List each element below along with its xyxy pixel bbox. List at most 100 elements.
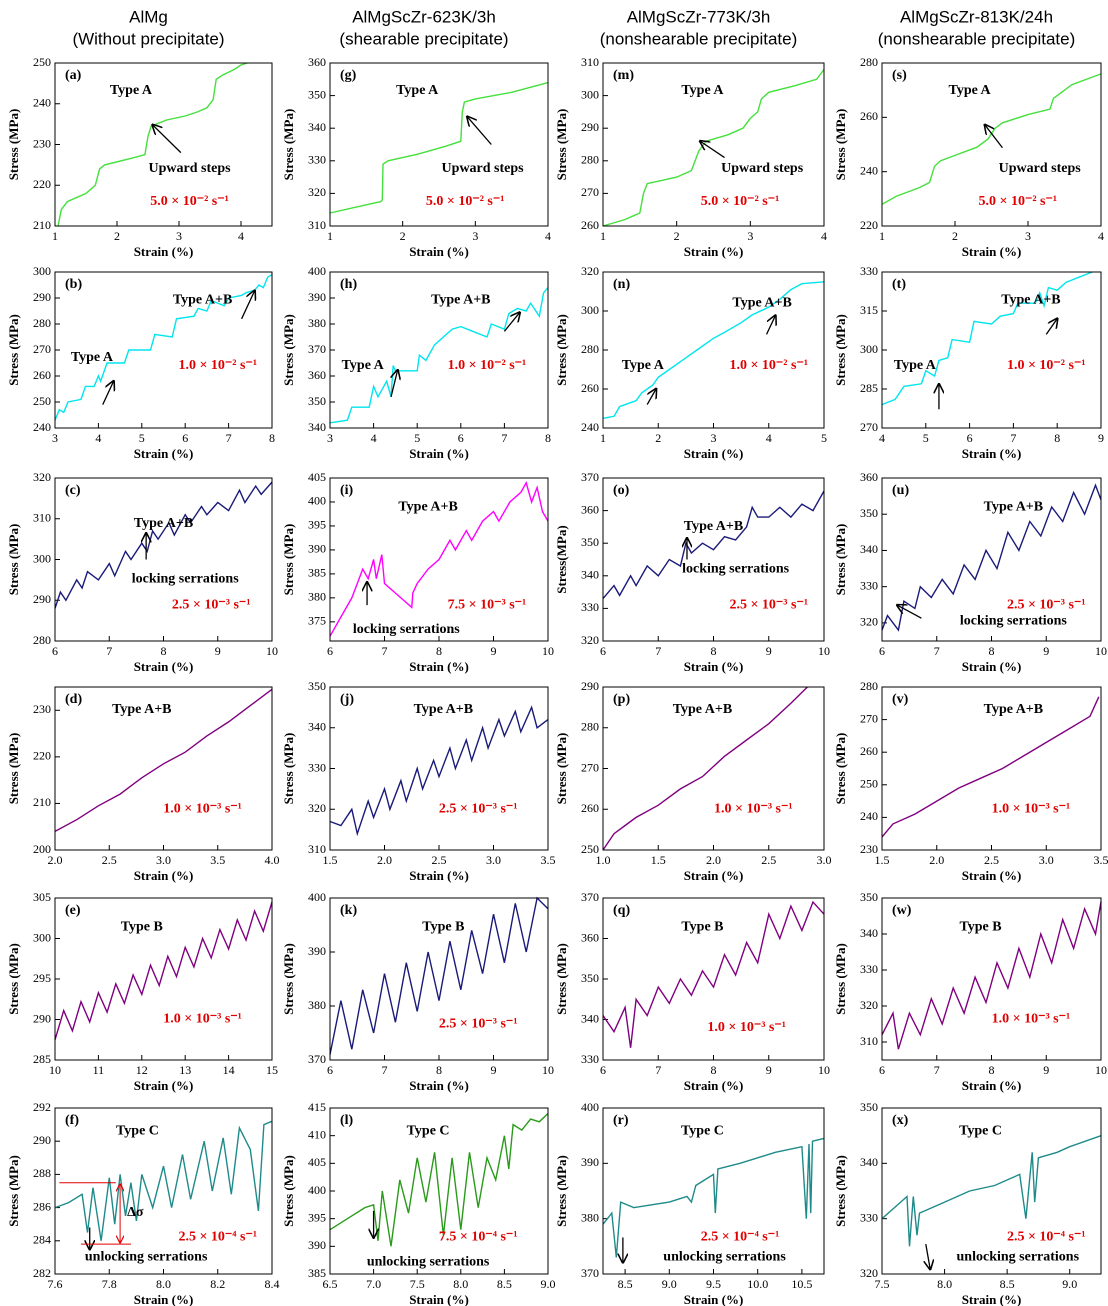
panel-label: (c) <box>65 483 81 498</box>
arrow <box>700 141 725 159</box>
y-tick-label: 370 <box>308 342 326 356</box>
x-axis-label: Strain (%) <box>684 1292 744 1306</box>
annotation: Upward steps <box>999 161 1082 176</box>
plot-frame <box>54 686 273 851</box>
x-axis-label: Strain (%) <box>684 868 744 883</box>
y-tick-label: 350 <box>581 971 599 985</box>
panel-label: (p) <box>613 692 630 707</box>
y-tick-label: 390 <box>581 1155 599 1169</box>
y-tick-label: 320 <box>860 1266 878 1280</box>
column-title: (nonshearable precipitate) <box>878 29 1076 48</box>
y-tick-label: 210 <box>33 795 51 809</box>
annotation: Type C <box>407 1123 450 1138</box>
y-tick-label: 340 <box>308 120 326 134</box>
y-axis-label: Stress (MPa) <box>6 314 21 386</box>
strain-rate: 5.0 × 10⁻² s⁻¹ <box>978 194 1057 209</box>
x-tick-label: 3 <box>52 431 58 445</box>
x-tick-label: 6 <box>600 1063 606 1077</box>
y-tick-label: 300 <box>581 303 599 317</box>
y-tick-label: 240 <box>860 809 878 823</box>
arrow <box>391 370 398 397</box>
x-axis-label: Strain (%) <box>409 244 469 259</box>
y-tick-label: 400 <box>581 1100 599 1114</box>
x-tick-label: 3 <box>1025 229 1031 243</box>
x-axis-label: Strain (%) <box>684 446 744 461</box>
y-tick-label: 320 <box>581 264 599 278</box>
x-tick-label: 4.0 <box>265 853 280 867</box>
annotation: Type A+B <box>414 702 473 717</box>
y-tick-label: 340 <box>581 568 599 582</box>
x-tick-label: 6.5 <box>323 1277 338 1291</box>
x-tick-label: 8 <box>161 644 167 658</box>
x-axis-label: Strain (%) <box>409 1292 469 1306</box>
x-tick-label: 7 <box>934 1063 940 1077</box>
x-tick-label: 7 <box>226 431 232 445</box>
annotation: Type A+B <box>134 516 193 531</box>
x-tick-label: 7 <box>501 431 507 445</box>
data-line <box>54 688 273 833</box>
x-tick-label: 9 <box>766 644 772 658</box>
y-axis-label: Stress (MPa) <box>281 109 296 181</box>
x-axis-label: Strain (%) <box>962 868 1022 883</box>
plot-frame <box>329 477 549 642</box>
x-tick-label: 7 <box>382 644 388 658</box>
strain-rate: 2.5 × 10⁻⁴ s⁻¹ <box>178 1230 257 1245</box>
x-tick-label: 3 <box>176 229 182 243</box>
x-tick-label: 4 <box>821 229 827 243</box>
x-tick-label: 8.0 <box>937 1277 952 1291</box>
panel-label: (b) <box>65 277 82 292</box>
y-tick-label: 380 <box>308 998 326 1012</box>
data-line <box>54 1120 273 1241</box>
annotation: Type A <box>342 358 385 373</box>
data-line <box>329 81 549 214</box>
y-tick-label: 288 <box>33 1166 51 1180</box>
y-tick-label: 380 <box>581 1210 599 1224</box>
column-title: (nonshearable precipitate) <box>600 29 798 48</box>
arrow <box>102 381 114 405</box>
y-tick-label: 385 <box>308 566 326 580</box>
y-tick-label: 250 <box>860 777 878 791</box>
x-tick-label: 9 <box>1043 644 1049 658</box>
y-tick-label: 310 <box>860 1034 878 1048</box>
annotation: locking serrations <box>132 571 239 586</box>
data-line <box>881 1135 1102 1247</box>
y-tick-label: 380 <box>308 590 326 604</box>
data-line <box>329 705 549 837</box>
column-title: AlMgScZr-813K/24h <box>900 7 1053 26</box>
annotation: Upward steps <box>721 161 804 176</box>
x-tick-label: 10 <box>818 1063 830 1077</box>
x-axis-label: Strain (%) <box>684 244 744 259</box>
strain-rate: 7.5 × 10⁻³ s⁻¹ <box>448 597 527 612</box>
annotation: Type A <box>894 358 937 373</box>
x-tick-label: 8.5 <box>497 1277 512 1291</box>
arrow <box>153 125 182 154</box>
x-tick-label: 9.0 <box>1062 1277 1077 1291</box>
y-tick-label: 240 <box>33 96 51 110</box>
y-tick-label: 300 <box>33 264 51 278</box>
x-tick-label: 6 <box>967 431 973 445</box>
y-tick-label: 292 <box>33 1100 51 1114</box>
x-tick-label: 7.8 <box>102 1277 117 1291</box>
x-tick-label: 7.6 <box>48 1277 63 1291</box>
x-axis-label: Strain (%) <box>962 244 1022 259</box>
y-tick-label: 330 <box>860 264 878 278</box>
panel-label: (f) <box>65 1113 79 1128</box>
strain-rate: 5.0 × 10⁻² s⁻¹ <box>426 194 505 209</box>
x-tick-label: 5 <box>139 431 145 445</box>
strain-rate: 2.5 × 10⁻³ s⁻¹ <box>439 801 518 816</box>
y-tick-label: 270 <box>33 342 51 356</box>
y-tick-label: 405 <box>308 1155 326 1169</box>
x-tick-label: 15 <box>266 1063 278 1077</box>
y-tick-label: 260 <box>581 801 599 815</box>
x-tick-label: 6 <box>182 431 188 445</box>
y-tick-label: 410 <box>308 1127 326 1141</box>
y-tick-label: 270 <box>581 760 599 774</box>
arrow <box>467 117 492 145</box>
strain-rate: 1.0 × 10⁻³ s⁻¹ <box>714 801 793 816</box>
x-tick-label: 2.5 <box>102 853 117 867</box>
y-tick-label: 330 <box>860 578 878 592</box>
data-line <box>54 901 273 1040</box>
strain-rate: 5.0 × 10⁻² s⁻¹ <box>150 194 229 209</box>
y-tick-label: 270 <box>860 711 878 725</box>
